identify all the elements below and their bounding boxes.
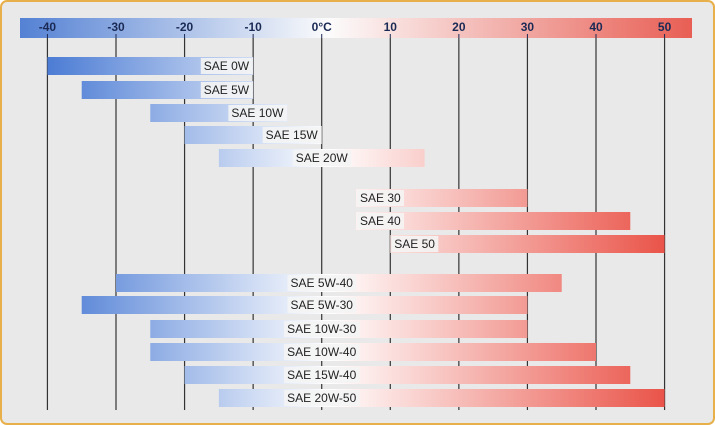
label-background [357, 213, 405, 229]
label-background [200, 58, 253, 74]
label-background [292, 150, 352, 166]
bar [390, 235, 665, 253]
bar-label: SAE 15W-40 [287, 368, 356, 382]
axis-band [20, 18, 692, 38]
bar-label: SAE 20W-50 [287, 391, 356, 405]
bar [356, 212, 631, 230]
label-background [287, 275, 357, 291]
bar-label: SAE 10W-30 [287, 322, 356, 336]
x-tick-label: -10 [244, 20, 262, 34]
bar-label: SAE 10W [231, 106, 284, 120]
x-tick-label: 20 [452, 20, 466, 34]
label-background [200, 82, 253, 98]
bar-label: SAE 20W [296, 151, 349, 165]
x-tick-label: 10 [384, 20, 398, 34]
label-background [228, 105, 288, 121]
bar-label: SAE 30 [360, 191, 401, 205]
label-background [284, 321, 360, 337]
x-tick-label: 0°C [312, 20, 332, 34]
bar-label: SAE 5W-40 [290, 276, 353, 290]
x-tick-label: 40 [589, 20, 603, 34]
x-tick-label: -30 [107, 20, 125, 34]
label-background [284, 344, 360, 360]
label-background [284, 390, 360, 406]
bar-label: SAE 5W [204, 83, 250, 97]
bar [184, 366, 631, 384]
x-tick-label: 30 [521, 20, 535, 34]
x-tick-label: -20 [176, 20, 194, 34]
x-tick-label: 50 [658, 20, 672, 34]
bar-label: SAE 10W-40 [287, 345, 356, 359]
bar [150, 343, 597, 361]
bar-label: SAE 50 [394, 237, 435, 251]
x-tick-label: -40 [39, 20, 57, 34]
label-background [284, 367, 360, 383]
label-background [391, 236, 439, 252]
bar-label: SAE 40 [360, 214, 401, 228]
label-background [357, 190, 405, 206]
label-background [262, 127, 322, 143]
label-background [287, 297, 357, 313]
bar-label: SAE 15W [266, 128, 319, 142]
bar-label: SAE 0W [204, 59, 250, 73]
bar-label: SAE 5W-30 [290, 298, 353, 312]
